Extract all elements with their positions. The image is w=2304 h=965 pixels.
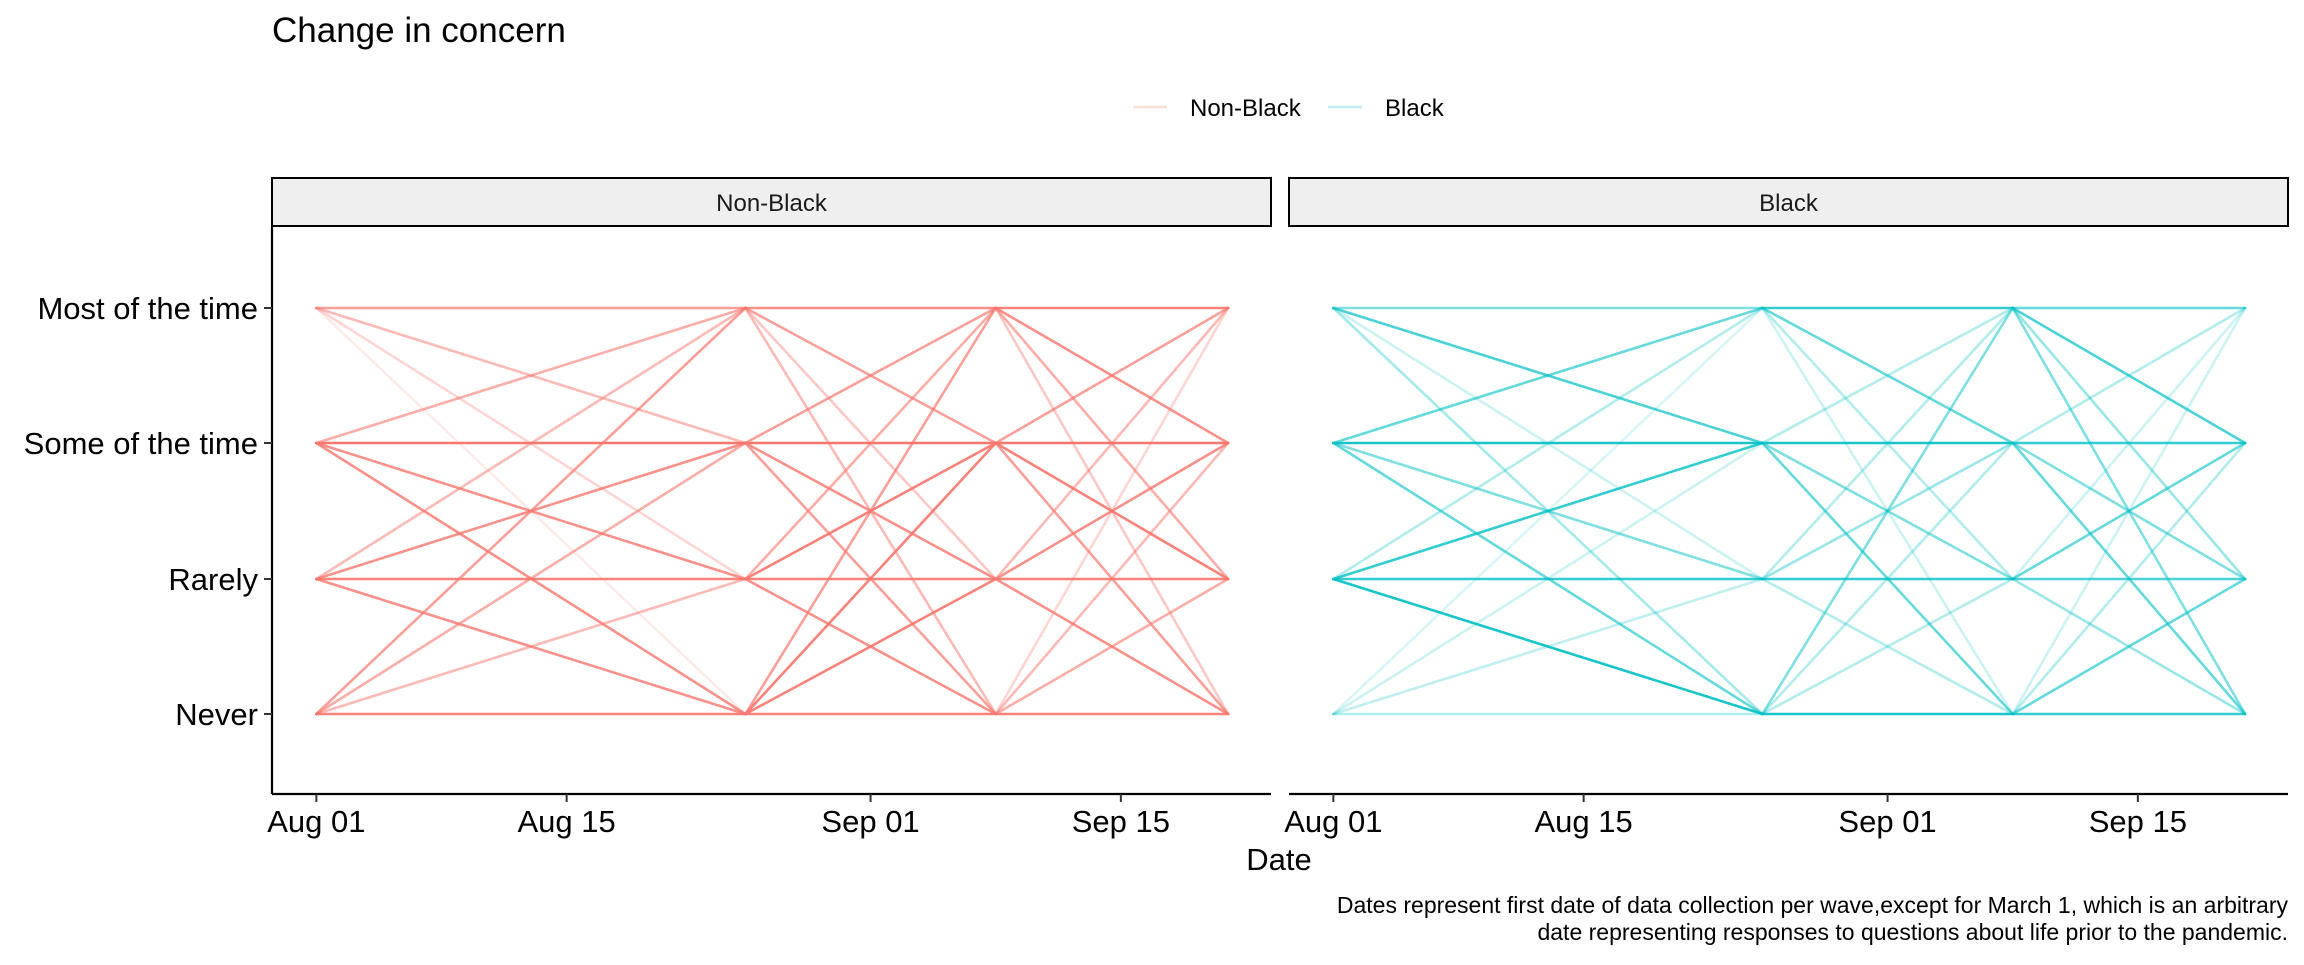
y-tick-label-some-of-the-time: Some of the time — [24, 426, 258, 461]
x-tick-label-black-aug-15: Aug 15 — [1535, 804, 1633, 839]
line-black-w1-most-of-the-time-to-some-of-the-time — [1332, 306, 1764, 445]
line-non-black-w3-rarely-to-never — [994, 577, 1230, 716]
line-non-black-w1-some-of-the-time-to-rarely — [315, 441, 747, 581]
line-black-w2-rarely-to-never — [1761, 577, 2015, 716]
line-black-w1-most-of-the-time-to-rarely — [1332, 306, 1764, 581]
line-black-w2-some-of-the-time-to-never — [1761, 441, 2015, 716]
x-tick-label-non-black-sep-01: Sep 01 — [821, 804, 919, 839]
x-tick-label-non-black-aug-01: Aug 01 — [267, 804, 365, 839]
line-non-black-w1-most-of-the-time-to-never — [315, 306, 747, 716]
y-tick-label-never: Never — [175, 697, 258, 732]
line-non-black-w3-some-of-the-time-to-rarely — [994, 441, 1230, 581]
line-non-black-w2-most-of-the-time-to-rarely — [744, 306, 998, 581]
line-black-w1-most-of-the-time-to-never — [1332, 306, 1764, 716]
line-non-black-w1-most-of-the-time-to-rarely — [315, 306, 747, 581]
x-axis-title: Date — [1246, 842, 1311, 877]
y-axis: Never Rarely Some of the time Most of the t… — [24, 291, 272, 732]
series-black — [1332, 306, 2247, 716]
line-non-black-w1-some-of-the-time-to-never — [315, 441, 747, 716]
strip-label-non-black: Non-Black — [716, 190, 828, 217]
line-non-black-w1-most-of-the-time-to-some-of-the-time — [315, 306, 747, 445]
line-non-black-w3-most-of-the-time-to-never — [994, 306, 1230, 716]
strip-non-black — [271, 177, 1272, 227]
line-non-black-w2-some-of-the-time-to-never — [744, 441, 998, 716]
line-black-w3-most-of-the-time-to-some-of-the-time — [2011, 306, 2247, 445]
line-non-black-w3-most-of-the-time-to-some-of-the-time — [994, 306, 1230, 445]
caption-line-1: Dates represent first date of data colle… — [1337, 892, 2289, 918]
legend-item-non-black: Non-Black — [1133, 95, 1302, 122]
line-black-w3-never-to-rarely — [2011, 577, 2247, 716]
x-tick-label-black-sep-15: Sep 15 — [2089, 804, 2187, 839]
panel-black: Black Aug 01 Aug 15 Sep 01 Sep 15 — [1284, 177, 2289, 839]
strip-black — [1288, 177, 2289, 227]
line-non-black-w1-rarely-to-never — [315, 577, 747, 716]
x-tick-label-non-black-aug-15: Aug 15 — [518, 804, 616, 839]
line-non-black-w2-most-of-the-time-to-never — [744, 306, 998, 716]
series-non-black — [315, 306, 1230, 716]
line-black-w3-some-of-the-time-to-never — [2011, 441, 2247, 716]
line-non-black-w3-some-of-the-time-to-never — [994, 441, 1230, 716]
x-tick-label-non-black-sep-15: Sep 15 — [1072, 804, 1170, 839]
y-tick-label-most-of-the-time: Most of the time — [37, 291, 258, 326]
x-tick-label-black-aug-01: Aug 01 — [1284, 804, 1382, 839]
line-non-black-w3-most-of-the-time-to-rarely — [994, 306, 1230, 581]
line-black-w3-most-of-the-time-to-rarely — [2011, 306, 2247, 581]
caption-line-2: date representing responses to questions… — [1537, 919, 2288, 945]
line-black-w2-some-of-the-time-to-rarely — [1761, 441, 2015, 581]
line-black-w2-most-of-the-time-to-some-of-the-time — [1761, 306, 2015, 445]
line-non-black-w2-rarely-to-never — [744, 577, 998, 716]
line-black-w1-some-of-the-time-to-rarely — [1332, 441, 1764, 581]
legend-label-black: Black — [1385, 95, 1445, 122]
strip-label-black: Black — [1759, 190, 1819, 217]
legend: Non-Black Black — [1133, 95, 1445, 122]
legend-item-black: Black — [1328, 95, 1445, 122]
facet-panels: Non-Black Aug 01 Aug 15 Sep 01 Sep 15 Black Au… — [267, 177, 2289, 839]
panel-non-black: Non-Black Aug 01 Aug 15 Sep 01 Sep 15 — [267, 177, 1272, 839]
line-black-w1-rarely-to-never — [1332, 577, 1764, 716]
line-black-w2-never-to-rarely — [1761, 577, 2015, 716]
line-black-w3-most-of-the-time-to-never — [2011, 306, 2247, 716]
x-tick-label-black-sep-01: Sep 01 — [1838, 804, 1936, 839]
line-black-w1-some-of-the-time-to-never — [1332, 441, 1764, 716]
line-black-w3-rarely-to-never — [2011, 577, 2247, 716]
chart-title: Change in concern — [272, 11, 566, 50]
line-black-w2-most-of-the-time-to-never — [1761, 306, 2015, 716]
line-non-black-w2-most-of-the-time-to-some-of-the-time — [744, 306, 998, 445]
y-tick-label-rarely: Rarely — [168, 562, 258, 597]
legend-label-non-black: Non-Black — [1190, 95, 1302, 122]
line-black-w2-most-of-the-time-to-rarely — [1761, 306, 2015, 581]
